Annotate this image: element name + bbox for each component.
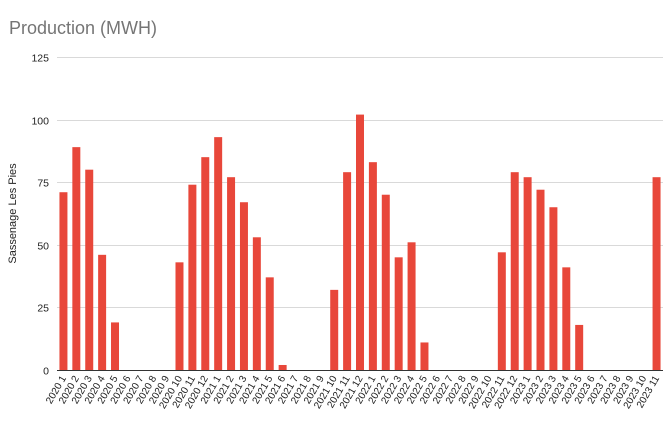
bar <box>188 184 197 370</box>
bar <box>420 342 429 370</box>
y-tick-label: 75 <box>37 178 49 190</box>
bar <box>368 162 377 370</box>
y-tick-label: 0 <box>43 366 49 378</box>
bar <box>343 172 352 370</box>
bar <box>394 257 403 370</box>
bar <box>510 172 519 370</box>
bar <box>201 157 210 370</box>
bar <box>59 192 68 370</box>
bar <box>330 289 339 370</box>
bar <box>175 262 184 370</box>
bar <box>536 189 545 370</box>
bar <box>214 137 223 370</box>
y-tick-label: 50 <box>37 241 49 253</box>
bar <box>265 277 274 370</box>
bar <box>72 147 81 370</box>
bar <box>562 267 571 370</box>
bars <box>59 114 661 370</box>
bar <box>356 114 364 370</box>
y-tick-label: 100 <box>31 116 49 128</box>
bar <box>652 177 661 370</box>
y-axis-title: Sassenage Les Pies <box>7 163 19 264</box>
bar <box>98 254 107 370</box>
bar <box>252 237 261 370</box>
bar <box>407 242 416 370</box>
bar <box>497 252 506 370</box>
y-tick-label: 25 <box>37 303 49 315</box>
chart-title: Production (MWH) <box>9 18 158 38</box>
bar <box>549 207 558 370</box>
bar <box>227 177 236 370</box>
y-tick-label: 125 <box>31 53 49 65</box>
y-tick-labels: 0 25 50 75 100 125 <box>31 53 49 378</box>
bar <box>239 202 248 370</box>
bar <box>523 177 532 370</box>
bar <box>278 364 287 370</box>
bar <box>111 322 120 370</box>
bar <box>575 324 584 370</box>
bar <box>381 194 390 370</box>
bar <box>85 169 94 370</box>
